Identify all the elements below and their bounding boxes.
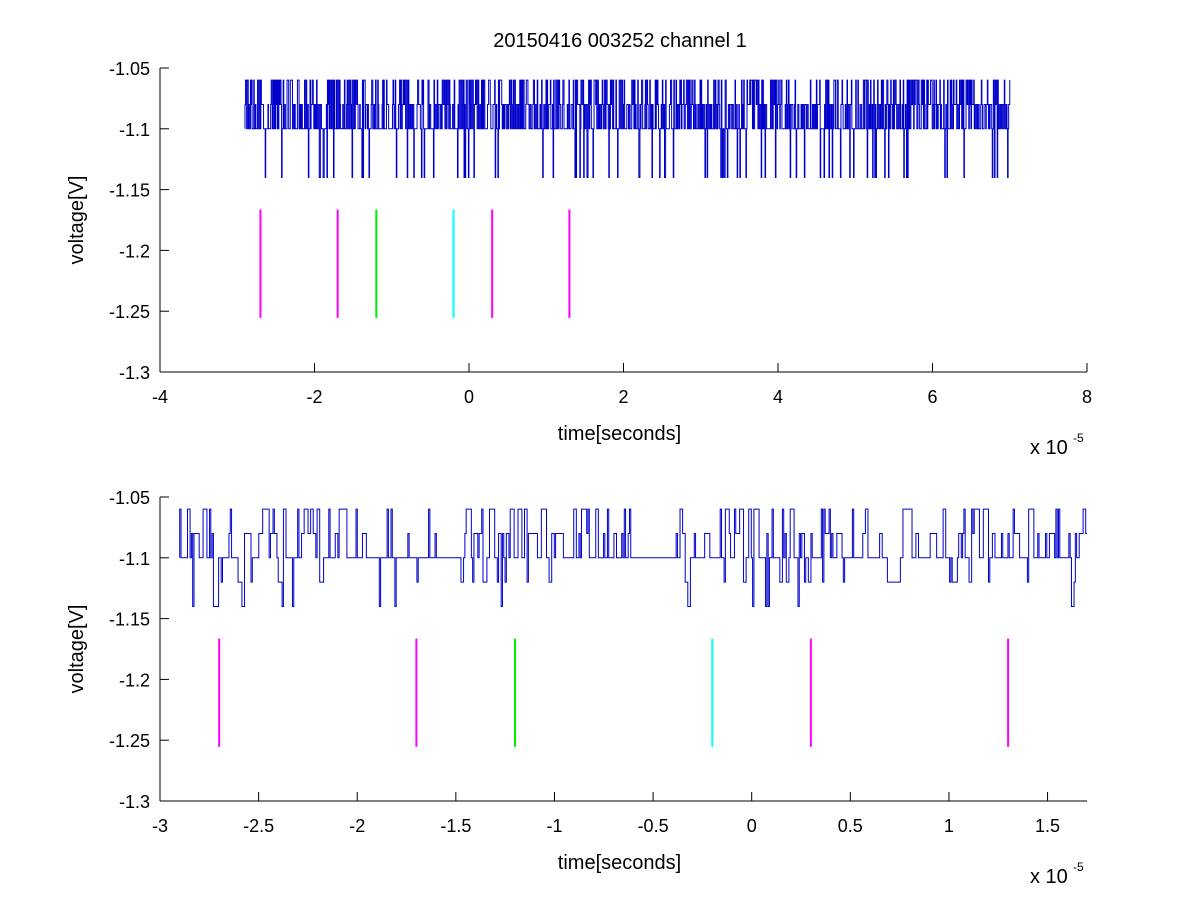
trace-series [244, 79, 1011, 178]
y-tick-label: -1.15 [109, 610, 150, 630]
x-exponent-power: -5 [1073, 431, 1084, 445]
y-tick-label: -1.3 [119, 792, 150, 812]
x-tick-label: -2 [349, 816, 365, 836]
plot-2: -3 -2.5 -2 -1.5 -1 -0.5 0 0.5 1 1.5 -1.05 -1.1 -1.15… [66, 488, 1087, 888]
x-tick-label: -4 [152, 387, 168, 407]
trace-series [179, 508, 1087, 607]
y-tick-label: -1.3 [119, 363, 150, 383]
y-tick-label: -1.15 [109, 181, 150, 201]
y-tick-label: -1.05 [109, 59, 150, 79]
y-tick-label: -1.25 [109, 302, 150, 322]
x-tick-label: -2.5 [243, 816, 274, 836]
chart-title: 20150416 003252 channel 1 [493, 30, 747, 52]
x-tick-label: 0 [747, 816, 757, 836]
x-tick-label: 1 [944, 816, 954, 836]
x-tick-label: -3 [152, 816, 168, 836]
x-tick-label: 8 [1082, 387, 1092, 407]
y-tick-label: -1.1 [119, 549, 150, 569]
y-tick-label: -1.25 [109, 731, 150, 751]
x-exponent-label: x 10 [1030, 866, 1068, 888]
y-axis-label: voltage[V] [66, 176, 88, 265]
plot-1: -4 -2 0 2 4 6 8 -1.05 -1.1 -1.15 -1.2 -1.25 -1.3 time… [66, 59, 1092, 459]
y-tick-label: -1.2 [119, 670, 150, 690]
x-tick-label: 0 [464, 387, 474, 407]
x-tick-label: 6 [927, 387, 937, 407]
x-tick-label: 4 [773, 387, 783, 407]
y-tick-label: -1.1 [119, 120, 150, 140]
x-exponent-power: -5 [1073, 860, 1084, 874]
y-tick-label: -1.2 [119, 241, 150, 261]
x-exponent-label: x 10 [1030, 437, 1068, 459]
x-tick-label: 2 [618, 387, 628, 407]
x-tick-label: -1.5 [440, 816, 471, 836]
y-axis-label: voltage[V] [66, 605, 88, 694]
x-tick-label: -2 [306, 387, 322, 407]
x-axis-label: time[seconds] [558, 423, 681, 445]
x-tick-label: -0.5 [638, 816, 669, 836]
y-tick-label: -1.05 [109, 488, 150, 508]
x-tick-label: 1.5 [1035, 816, 1060, 836]
x-axis-label: time[seconds] [558, 852, 681, 874]
x-tick-label: -1 [546, 816, 562, 836]
x-tick-label: 0.5 [838, 816, 863, 836]
